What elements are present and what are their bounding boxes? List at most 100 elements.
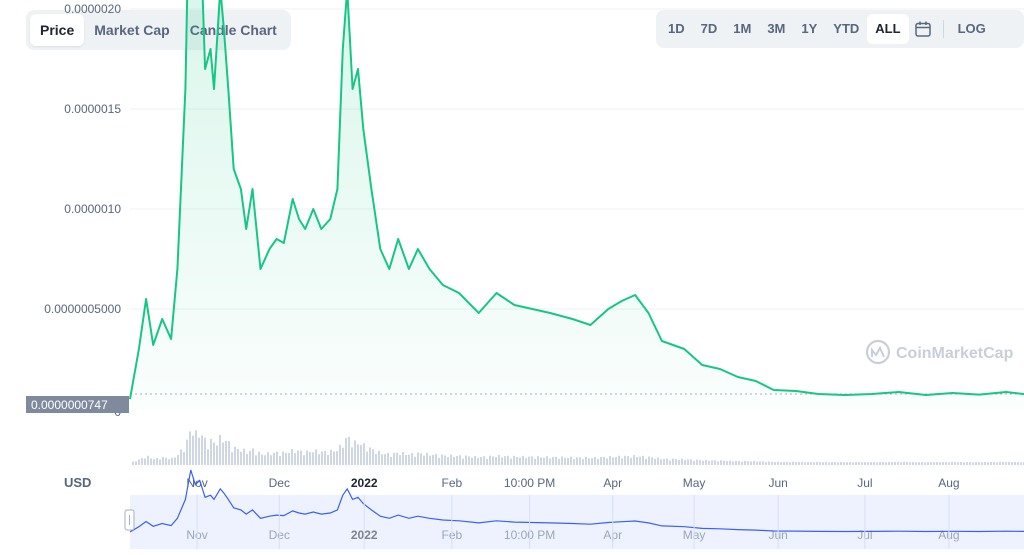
range-7d-button[interactable]: 7D [700, 21, 718, 36]
volume-bar [579, 457, 581, 465]
volume-bar [657, 457, 659, 465]
volume-bar [294, 453, 296, 465]
volume-bar [942, 462, 944, 465]
volume-bar [162, 457, 164, 465]
volume-bar [144, 458, 146, 465]
volume-bar [702, 460, 704, 465]
volume-bar [618, 455, 620, 465]
volume-bar [156, 458, 158, 465]
volume-bar [228, 441, 230, 465]
volume-bar [819, 462, 821, 465]
volume-bar [795, 461, 797, 465]
volume-bar [990, 462, 992, 465]
volume-bar [957, 462, 959, 465]
volume-bar [558, 458, 560, 465]
volume-bar [624, 455, 626, 465]
range-1y-button[interactable]: 1Y [801, 21, 818, 36]
volume-bar [798, 462, 800, 465]
volume-bar [210, 438, 212, 465]
volume-bar [528, 456, 530, 465]
volume-bar [939, 462, 941, 465]
volume-bar [696, 459, 698, 465]
volume-bar [972, 462, 974, 465]
volume-bar [189, 431, 191, 465]
volume-bar [822, 462, 824, 465]
volume-bar [927, 462, 929, 465]
volume-bar [237, 449, 239, 465]
range-1m-button[interactable]: 1M [733, 21, 752, 36]
calendar-icon[interactable] [909, 14, 937, 44]
volume-bar [207, 449, 209, 465]
volume-bar [177, 455, 179, 465]
volume-bar [375, 453, 377, 465]
tab-candle-chart[interactable]: Candle Chart [189, 22, 277, 38]
volume-bar [954, 462, 956, 465]
volume-bar [285, 452, 287, 465]
volume-bar [219, 435, 221, 465]
volume-bar [645, 458, 647, 465]
volume-bar [180, 449, 182, 465]
volume-bar [195, 430, 197, 465]
volume-bar [537, 456, 539, 465]
volume-bar [753, 461, 755, 465]
volume-bar [843, 462, 845, 465]
volume-bar [585, 457, 587, 465]
volume-bar [198, 437, 200, 465]
volume-bar [984, 461, 986, 465]
volume-bar [276, 451, 278, 465]
navigator-x-axis: Nov Dec 2022 Feb 10:00 PM Apr May Jun Jul Aug [186, 495, 960, 549]
volume-bar [951, 461, 953, 465]
volume-bar [309, 452, 311, 465]
range-all-button[interactable]: ALL [867, 14, 909, 44]
volume-bar [414, 456, 416, 465]
volume-bar [675, 459, 677, 465]
volume-bar [612, 457, 614, 465]
volume-bar [870, 462, 872, 465]
volume-bar [1005, 462, 1007, 465]
range-ytd-button[interactable]: YTD [833, 21, 860, 36]
range-3m-button[interactable]: 3M [767, 21, 786, 36]
volume-bar [474, 455, 476, 465]
y-tick-label: 0.0000020 [64, 2, 121, 16]
volume-bar [660, 459, 662, 465]
volume-bar [981, 462, 983, 465]
volume-bar [372, 449, 374, 465]
volume-bar [300, 450, 302, 465]
volume-bar [735, 460, 737, 465]
volume-bar [336, 451, 338, 465]
volume-bar [369, 447, 371, 465]
volume-bar [240, 451, 242, 465]
range-navigator[interactable]: Nov Dec 2022 Feb 10:00 PM Apr May Jun Jul Aug [124, 469, 1024, 549]
volume-bar [807, 461, 809, 465]
y-axis: 0.00000300.00000250.00000200.00000150.00… [44, 2, 121, 419]
volume-bar [261, 454, 263, 465]
volume-bar [666, 458, 668, 465]
y-tick-label: 0.0000015 [64, 102, 121, 116]
volume-bar [741, 461, 743, 465]
volume-bar [252, 448, 254, 465]
volume-bar [717, 461, 719, 465]
tab-price[interactable]: Price [30, 14, 85, 46]
log-scale-button[interactable]: LOG [957, 21, 986, 36]
volume-bar [225, 440, 227, 465]
volume-bar [186, 439, 188, 465]
volume-bar [492, 456, 494, 465]
volume-bar [777, 461, 779, 465]
volume-bar [651, 457, 653, 465]
separator [942, 20, 944, 38]
volume-bar [627, 456, 629, 465]
x-tick-label: Jun [768, 476, 787, 490]
volume-bar [267, 452, 269, 465]
volume-bar [378, 450, 380, 465]
coinmarketcap-logo-mark [871, 345, 885, 358]
volume-bar [924, 462, 926, 465]
volume-bar [588, 458, 590, 465]
volume-bar [993, 461, 995, 465]
volume-bar [243, 448, 245, 465]
volume-bar [486, 458, 488, 465]
volume-bar [804, 462, 806, 465]
range-1d-button[interactable]: 1D [668, 21, 685, 36]
volume-bar [966, 462, 968, 465]
volume-bars [132, 430, 1024, 465]
tab-market-cap[interactable]: Market Cap [94, 22, 170, 38]
